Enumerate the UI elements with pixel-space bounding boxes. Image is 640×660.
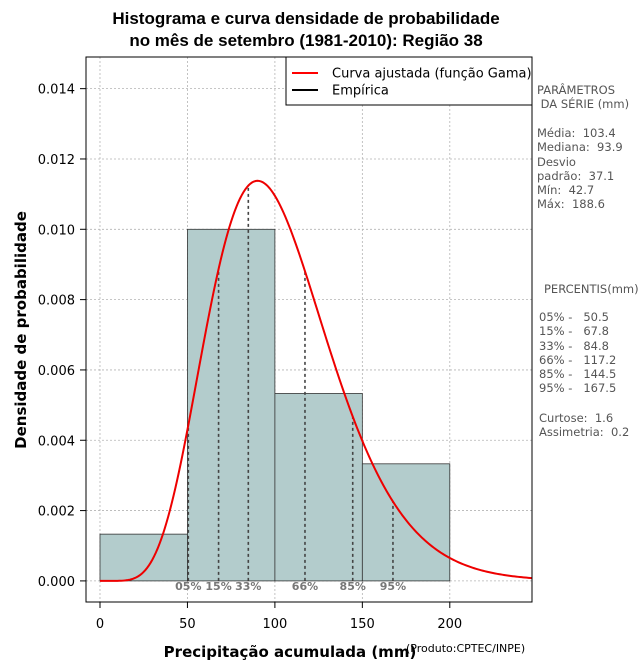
legend-box	[285, 56, 533, 106]
x-axis-title: Precipitação acumulada (mm)	[164, 643, 417, 660]
x-tick-label-3: 150	[350, 617, 375, 632]
y-tick-label-1: 0.002	[38, 505, 75, 520]
percentile-label-5: 95%	[380, 580, 406, 593]
percentis-title: PERCENTIS(mm)	[544, 282, 639, 296]
y-tick-label-2: 0.004	[38, 434, 75, 449]
x-tick-label-0: 0	[96, 617, 104, 632]
percentil-line-1: 15% - 67.8	[539, 324, 609, 339]
param-line-0: Média: 103.4	[537, 126, 616, 140]
y-tick-label-4: 0.008	[38, 294, 75, 309]
chart-title-line1: Histograma e curva densidade de probabil…	[112, 9, 500, 28]
assimetria-value: Assimetria: 0.2	[539, 425, 630, 439]
histogram-bar-2	[274, 393, 363, 582]
x-tick-label-4: 200	[437, 617, 462, 632]
y-tick-label-0: 0.000	[38, 575, 75, 590]
x-tick-label-1: 50	[179, 617, 196, 632]
param-line-4: Mín: 42.7	[537, 183, 595, 198]
percentile-label-3: 66%	[292, 580, 318, 593]
x-tick-label-2: 100	[262, 617, 287, 632]
param-line-1: Mediana: 93.9	[537, 140, 623, 155]
percentile-label-0: 05%	[175, 580, 201, 593]
y-tick-label-5: 0.010	[38, 223, 75, 238]
percentile-label-2: 33%	[235, 580, 261, 593]
y-tick-label-6: 0.012	[38, 153, 75, 168]
histogram-bar-0	[99, 533, 188, 582]
percentil-line-2: 33% - 84.8	[539, 338, 609, 353]
percentile-label-4: 85%	[340, 580, 366, 593]
legend-label-0: Curva ajustada (função Gama)	[332, 67, 532, 82]
chart-title-line2: no mês de setembro (1981-2010): Região 3…	[129, 31, 483, 50]
histogram-bar-1	[187, 228, 276, 582]
params-title-line2: DA SÉRIE (mm)	[537, 97, 630, 111]
legend-label-1: Empírica	[332, 84, 389, 99]
params-list: Média: 103.4 Mediana: 93.9 Desvio padrão: 3…	[537, 126, 623, 212]
percentile-label-1: 15%	[205, 580, 231, 593]
param-line-5: Máx: 188.6	[537, 197, 605, 212]
param-line-2: Desvio	[537, 154, 576, 169]
param-line-3: padrão: 37.1	[537, 168, 615, 183]
gamma-fit-curve	[99, 179, 533, 582]
percentil-line-4: 85% - 144.5	[539, 367, 617, 382]
y-tick-label-7: 0.014	[38, 83, 75, 98]
y-axis-title: Densidade de probabilidade	[12, 211, 30, 449]
histogram-bar-3	[361, 463, 451, 582]
curtose-value: Curtose: 1.6	[539, 411, 614, 425]
params-title-line1: PARÂMETROS	[537, 83, 616, 97]
y-tick-label-3: 0.006	[38, 364, 75, 379]
percentil-line-0: 05% - 50.5	[539, 310, 609, 324]
percentil-line-5: 95% - 167.5	[539, 381, 617, 396]
percentis-list: 05% - 50.5 15% - 67.8 33% - 84.8 66% - 117.…	[539, 310, 616, 396]
percentil-line-3: 66% - 117.2	[539, 352, 617, 367]
source-note: (Produto:CPTEC/INPE)	[406, 642, 525, 655]
